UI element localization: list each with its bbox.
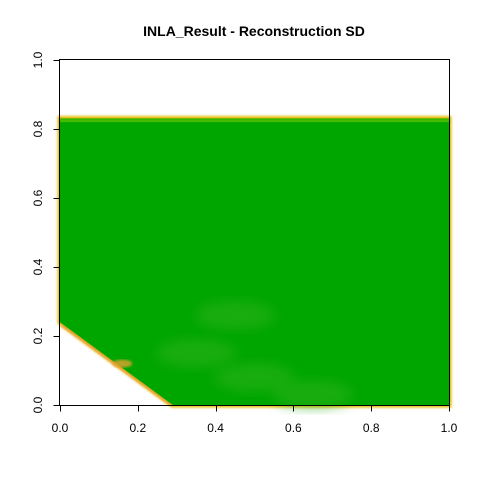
y-tick-label: 0.6 xyxy=(31,189,45,206)
y-axis: 0.0 0.2 0.4 0.6 0.8 1.0 xyxy=(31,51,60,413)
chart-title: INLA_Result - Reconstruction SD xyxy=(143,23,365,39)
y-tick-label: 1.0 xyxy=(31,51,45,68)
field-light-patch xyxy=(156,339,237,368)
y-tick-label: 0.8 xyxy=(31,120,45,137)
x-tick-label: 0.4 xyxy=(207,421,224,435)
y-tick-label: 0.0 xyxy=(31,396,45,413)
x-tick-label: 0.6 xyxy=(285,421,302,435)
x-tick-label: 0.2 xyxy=(129,421,146,435)
y-tick-label: 0.2 xyxy=(31,327,45,344)
x-tick-label: 1.0 xyxy=(441,421,458,435)
field-top-rim-inner xyxy=(60,119,449,123)
field-light-patch xyxy=(214,363,295,392)
sd-field xyxy=(57,116,452,409)
y-tick-label: 0.4 xyxy=(31,258,45,275)
x-axis: 0.0 0.2 0.4 0.6 0.8 1.0 xyxy=(52,405,458,435)
field-fill xyxy=(60,118,449,406)
x-tick-label: 0.0 xyxy=(52,421,69,435)
field-edge-spot xyxy=(112,359,133,368)
x-tick-label: 0.8 xyxy=(363,421,380,435)
field-light-patch xyxy=(272,380,353,409)
field-light-patch xyxy=(195,301,276,330)
